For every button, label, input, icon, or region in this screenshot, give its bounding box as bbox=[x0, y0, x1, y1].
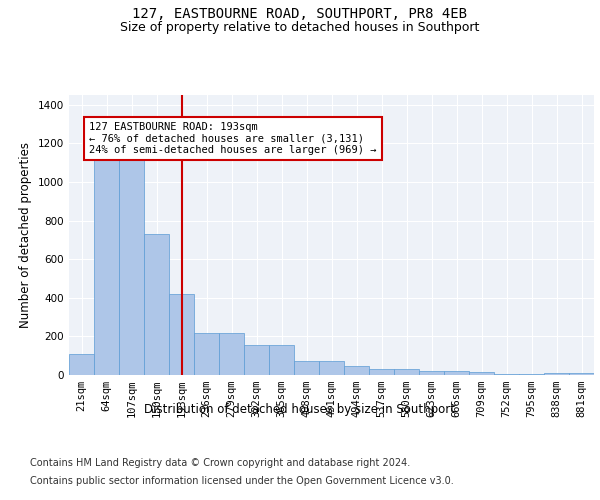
Bar bbox=[494, 374, 519, 375]
Bar bbox=[319, 362, 344, 375]
Text: Distribution of detached houses by size in Southport: Distribution of detached houses by size … bbox=[145, 402, 455, 415]
Bar bbox=[119, 153, 144, 375]
Bar bbox=[569, 373, 594, 375]
Bar bbox=[194, 334, 219, 375]
Text: Contains public sector information licensed under the Open Government Licence v3: Contains public sector information licen… bbox=[30, 476, 454, 486]
Text: Contains HM Land Registry data © Crown copyright and database right 2024.: Contains HM Land Registry data © Crown c… bbox=[30, 458, 410, 468]
Bar bbox=[144, 234, 169, 375]
Bar bbox=[544, 373, 569, 375]
Bar bbox=[269, 345, 294, 375]
Bar bbox=[519, 374, 544, 375]
Bar bbox=[294, 362, 319, 375]
Bar bbox=[94, 151, 119, 375]
Bar bbox=[469, 372, 494, 375]
Text: Size of property relative to detached houses in Southport: Size of property relative to detached ho… bbox=[121, 21, 479, 34]
Bar bbox=[394, 368, 419, 375]
Y-axis label: Number of detached properties: Number of detached properties bbox=[19, 142, 32, 328]
Bar bbox=[369, 368, 394, 375]
Bar bbox=[69, 354, 94, 375]
Text: 127 EASTBOURNE ROAD: 193sqm
← 76% of detached houses are smaller (3,131)
24% of : 127 EASTBOURNE ROAD: 193sqm ← 76% of det… bbox=[89, 122, 377, 155]
Bar bbox=[244, 345, 269, 375]
Bar bbox=[219, 334, 244, 375]
Text: 127, EASTBOURNE ROAD, SOUTHPORT, PR8 4EB: 127, EASTBOURNE ROAD, SOUTHPORT, PR8 4EB bbox=[133, 8, 467, 22]
Bar bbox=[419, 371, 444, 375]
Bar bbox=[169, 294, 194, 375]
Bar bbox=[344, 366, 369, 375]
Bar bbox=[444, 371, 469, 375]
